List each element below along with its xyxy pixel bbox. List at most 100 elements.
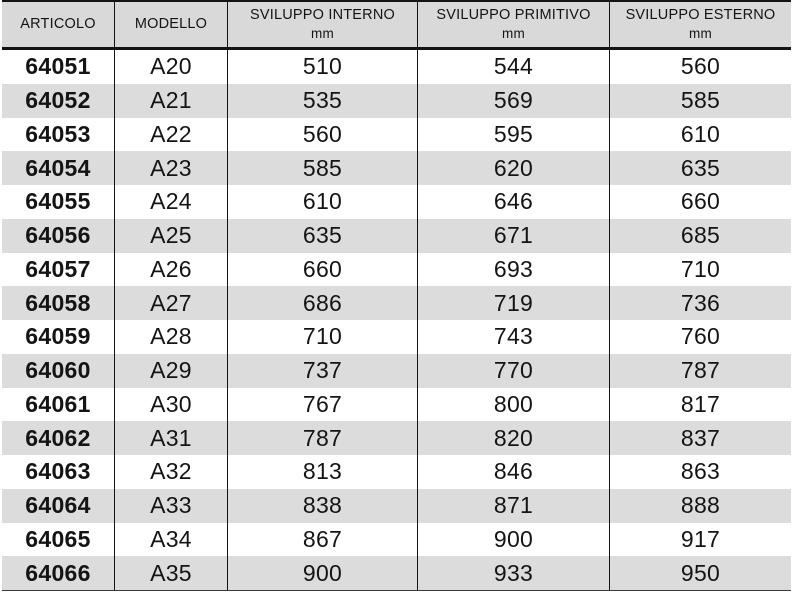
column-header-unit: mm [502, 26, 525, 42]
cell-sviluppo-interno: 787 [228, 421, 418, 455]
cell-sviluppo-interno: 635 [228, 218, 418, 253]
spec-table: ARTICOLO MODELLO SVILUPPO INTERNO mm SVI… [2, 0, 791, 591]
cell-articolo: 64055 [2, 185, 115, 219]
column-header-unit: mm [689, 26, 712, 42]
table-row: 64055 A24 610 646 660 [2, 185, 791, 219]
table-row: 64053 A22 560 595 610 [2, 117, 791, 152]
column-header-label: SVILUPPO ESTERNO [625, 7, 776, 24]
column-header-label: ARTICOLO [20, 16, 96, 33]
cell-sviluppo-interno: 737 [228, 353, 418, 388]
cell-sviluppo-interno: 686 [228, 286, 418, 320]
column-header-sviluppo-interno: SVILUPPO INTERNO mm [228, 2, 418, 47]
cell-sviluppo-primitivo: 846 [418, 455, 610, 489]
cell-sviluppo-interno: 867 [228, 522, 418, 557]
cell-articolo: 64064 [2, 488, 115, 523]
column-header-sviluppo-esterno: SVILUPPO ESTERNO mm [610, 2, 791, 47]
cell-articolo: 64066 [2, 556, 115, 590]
cell-sviluppo-esterno: 610 [680, 120, 721, 147]
cell-sviluppo-esterno: 560 [680, 53, 721, 80]
cell-sviluppo-interno: 510 [228, 50, 418, 84]
table-row: 64058 A27 686 719 736 [2, 286, 791, 320]
cell-articolo: 64054 [2, 151, 115, 185]
cell-sviluppo-esterno: 710 [680, 255, 721, 282]
table-row: 64064 A33 838 871 888 [2, 488, 791, 523]
table-header-row: ARTICOLO MODELLO SVILUPPO INTERNO mm SVI… [2, 2, 791, 50]
cell-articolo: 64059 [2, 320, 115, 354]
cell-sviluppo-interno: 813 [228, 455, 418, 489]
cell-modello: A29 [115, 353, 228, 388]
cell-articolo: 64058 [2, 286, 115, 320]
cell-articolo: 64057 [2, 252, 115, 287]
cell-sviluppo-primitivo: 595 [418, 117, 610, 152]
cell-sviluppo-esterno: 685 [680, 222, 721, 249]
cell-articolo: 64051 [2, 50, 115, 84]
cell-sviluppo-esterno: 817 [680, 390, 721, 417]
table-row: 64066 A35 900 933 950 [2, 556, 791, 590]
cell-sviluppo-primitivo: 871 [418, 488, 610, 523]
cell-modello: A30 [115, 387, 228, 422]
cell-sviluppo-primitivo: 820 [418, 421, 610, 455]
cell-sviluppo-interno: 535 [228, 83, 418, 118]
cell-modello: A23 [115, 151, 228, 185]
cell-articolo: 64053 [2, 117, 115, 152]
cell-sviluppo-primitivo: 900 [418, 522, 610, 557]
table-row: 64054 A23 585 620 635 [2, 151, 791, 185]
table-row: 64060 A29 737 770 787 [2, 353, 791, 388]
cell-sviluppo-esterno: 760 [680, 323, 721, 350]
cell-modello: A28 [115, 320, 228, 354]
cell-sviluppo-esterno: 585 [680, 87, 721, 114]
cell-articolo: 64061 [2, 387, 115, 422]
table-row: 64063 A32 813 846 863 [2, 455, 791, 489]
table-row: 64059 A28 710 743 760 [2, 320, 791, 354]
cell-modello: A21 [115, 83, 228, 118]
cell-sviluppo-primitivo: 693 [418, 252, 610, 287]
cell-sviluppo-primitivo: 544 [418, 50, 610, 84]
cell-articolo: 64065 [2, 522, 115, 557]
cell-modello: A31 [115, 421, 228, 455]
cell-sviluppo-interno: 585 [228, 151, 418, 185]
column-header-modello: MODELLO [115, 2, 228, 47]
cell-sviluppo-primitivo: 770 [418, 353, 610, 388]
cell-modello: A34 [115, 522, 228, 557]
cell-sviluppo-interno: 767 [228, 387, 418, 422]
cell-sviluppo-interno: 560 [228, 117, 418, 152]
column-header-label: MODELLO [134, 16, 208, 33]
table-row: 64051 A20 510 544 560 [2, 50, 791, 84]
cell-sviluppo-primitivo: 933 [418, 556, 610, 590]
cell-articolo: 64062 [2, 421, 115, 455]
cell-sviluppo-esterno: 837 [680, 424, 721, 451]
cell-modello: A20 [115, 50, 228, 84]
cell-sviluppo-esterno: 888 [680, 492, 721, 519]
cell-sviluppo-interno: 900 [228, 556, 418, 590]
cell-sviluppo-primitivo: 800 [418, 387, 610, 422]
cell-sviluppo-esterno: 787 [680, 357, 721, 384]
column-header-label: SVILUPPO PRIMITIVO [436, 7, 591, 24]
cell-sviluppo-primitivo: 743 [418, 320, 610, 354]
cell-sviluppo-primitivo: 646 [418, 185, 610, 219]
cell-articolo: 64060 [2, 353, 115, 388]
cell-sviluppo-interno: 710 [228, 320, 418, 354]
column-header-sviluppo-primitivo: SVILUPPO PRIMITIVO mm [418, 2, 610, 47]
table-row: 64056 A25 635 671 685 [2, 218, 791, 253]
cell-sviluppo-esterno: 736 [680, 289, 721, 316]
cell-sviluppo-esterno: 660 [680, 188, 721, 215]
cell-sviluppo-primitivo: 719 [418, 286, 610, 320]
cell-sviluppo-interno: 610 [228, 185, 418, 219]
column-header-label: SVILUPPO INTERNO [249, 7, 395, 24]
cell-sviluppo-interno: 838 [228, 488, 418, 523]
table-row: 64052 A21 535 569 585 [2, 83, 791, 118]
cell-sviluppo-interno: 660 [228, 252, 418, 287]
column-header-unit: mm [311, 26, 334, 42]
cell-modello: A26 [115, 252, 228, 287]
cell-modello: A35 [115, 556, 228, 590]
table-body: 64051 A20 510 544 560 64052 A21 535 569 … [2, 50, 791, 590]
table-row: 64062 A31 787 820 837 [2, 421, 791, 455]
cell-articolo: 64052 [2, 83, 115, 118]
cell-sviluppo-esterno: 863 [680, 458, 721, 485]
cell-sviluppo-esterno: 917 [680, 525, 721, 552]
cell-modello: A22 [115, 117, 228, 152]
table-row: 64065 A34 867 900 917 [2, 522, 791, 557]
cell-sviluppo-primitivo: 620 [418, 151, 610, 185]
cell-sviluppo-primitivo: 569 [418, 83, 610, 118]
cell-modello: A25 [115, 218, 228, 253]
